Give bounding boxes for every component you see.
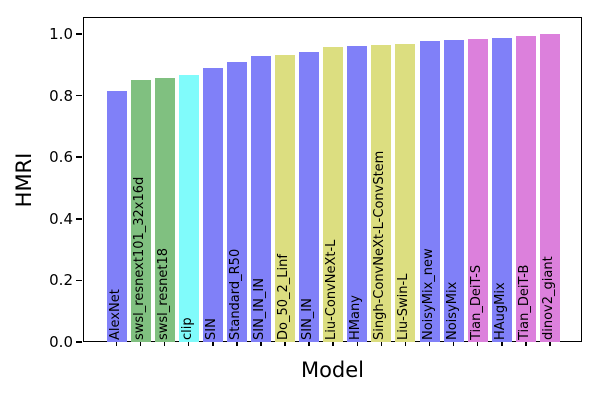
bar-label: swsl_resnext101_32x16d (131, 176, 147, 340)
y-tick-label: 1.0 (49, 25, 73, 43)
bar-Do_50_2_Linf (275, 54, 296, 342)
x-tick-mark (404, 342, 407, 346)
bar-swsl_resnext101_32x16d (130, 79, 151, 342)
bar-label: Liu-Swin-L (396, 273, 412, 340)
x-tick-mark (356, 342, 359, 346)
y-tick-mark (76, 33, 82, 35)
bar-label: SIN_IN (300, 298, 316, 340)
x-tick-mark (501, 342, 503, 346)
bar-label: NoisyMix (444, 281, 460, 340)
y-tick-label: 0.0 (49, 333, 73, 351)
bar-label: Liu-ConvNeXt-L (324, 239, 340, 340)
x-tick-mark (428, 342, 431, 346)
bar-label: SIN (203, 318, 219, 340)
x-tick-mark (260, 342, 262, 346)
bar-NoisyMix (443, 40, 464, 342)
x-tick-mark (236, 342, 238, 346)
bar-label: Do_50_2_Linf (276, 254, 292, 340)
y-tick-mark (76, 279, 82, 282)
bar-SIN_IN (299, 52, 320, 342)
x-tick-mark (332, 342, 334, 346)
x-axis-label: Model (300, 358, 365, 382)
y-tick-label: 0.2 (49, 271, 73, 290)
x-tick-mark (549, 342, 551, 346)
bar-label: dinov2_giant (540, 256, 556, 340)
x-tick-mark (452, 342, 455, 346)
x-tick-mark (212, 342, 214, 346)
y-tick-label: 0.8 (49, 86, 73, 105)
x-tick-mark (115, 342, 118, 346)
bar-label: Standard_R50 (227, 248, 243, 340)
x-tick-mark (187, 342, 190, 346)
x-tick-mark (308, 342, 310, 346)
x-tick-mark (525, 342, 527, 346)
bar-AlexNet (106, 90, 127, 342)
bar-label: Singh-ConvNeXt-L-ConvStem (372, 150, 388, 340)
bar-HAugMix (491, 38, 512, 342)
bar-label: AlexNet (107, 289, 123, 340)
bar-label: SIN_IN_IN (251, 278, 267, 340)
x-tick-mark (476, 342, 479, 346)
bar-Tian_DeiT-B (515, 35, 536, 342)
y-tick-label: 0.4 (49, 209, 73, 228)
y-tick-mark (76, 94, 82, 97)
bar-Tian_DeiT-S (467, 38, 488, 342)
x-tick-mark (380, 342, 383, 346)
bar-clip (178, 74, 199, 342)
bar-NoisyMix_new (419, 40, 440, 342)
y-tick-mark (76, 156, 82, 158)
bar-HMany (347, 46, 368, 342)
bar-Liu-ConvNeXt-L (323, 46, 344, 342)
bar-Standard_R50 (226, 62, 247, 342)
y-tick-mark (76, 341, 82, 343)
bar-label: NoisyMix_new (420, 248, 436, 340)
bar-Liu-Swin-L (395, 44, 416, 342)
bar-dinov2_giant (539, 34, 560, 342)
bar-label: swsl_resnet18 (155, 248, 171, 340)
bar-swsl_resnet18 (154, 78, 175, 342)
bar-SIN (202, 67, 223, 342)
bar-label: HAugMix (492, 282, 508, 340)
bar-Singh-ConvNeXt-L-ConvStem (371, 45, 392, 342)
bar-label: HMany (348, 295, 364, 340)
y-tick-label: 0.6 (49, 148, 73, 167)
bar-label: Tian_DeiT-B (516, 264, 532, 340)
y-tick-mark (76, 218, 82, 220)
x-tick-mark (139, 342, 142, 346)
bar-SIN_IN_IN (250, 55, 271, 342)
bar-label: Tian_DeiT-S (468, 264, 484, 340)
x-tick-mark (163, 342, 166, 346)
x-tick-mark (284, 342, 286, 346)
bar-label: clip (179, 317, 195, 340)
